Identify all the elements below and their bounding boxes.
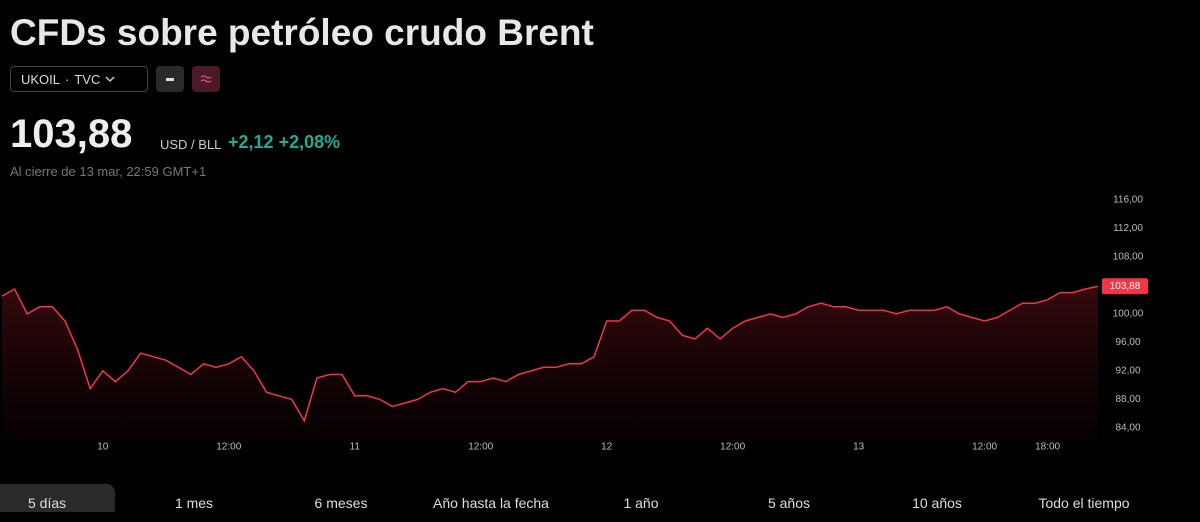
- y-tick-label: 116,00: [1113, 195, 1143, 206]
- x-tick-label: 13: [853, 442, 865, 453]
- price-line: [1, 285, 1099, 423]
- symbol: UKOIL: [21, 71, 61, 87]
- icon: [200, 75, 212, 83]
- range-tabs: 5 días 1 mes 6 meses Año hasta la fecha 1 añ…: [0, 484, 1200, 512]
- compare-button[interactable]: [156, 66, 184, 92]
- page-title: CFDs sobre petróleo crudo Brent: [10, 12, 594, 53]
- separator: ·: [65, 71, 70, 87]
- range-tab[interactable]: 1 mes: [174, 495, 214, 511]
- y-tick-label: 112,00: [1113, 223, 1143, 234]
- exchange: TVC: [74, 71, 101, 87]
- x-tick-label: 12:00: [972, 442, 997, 453]
- x-tick-label: 12: [601, 442, 613, 453]
- y-tick-label: 88,00: [1115, 394, 1140, 405]
- icon: [166, 78, 174, 81]
- range-tab[interactable]: 10 años: [912, 495, 962, 511]
- symbol-selector[interactable]: UKOIL · TVC: [10, 66, 148, 92]
- timestamp: Al cierre de 13 mar, 22:59 GMT+1: [10, 164, 207, 179]
- range-tab[interactable]: Todo el tiempo: [1038, 495, 1130, 511]
- y-tick-label: 92,00: [1115, 366, 1140, 377]
- change: +2,12 +2,08%: [228, 132, 340, 153]
- x-tick-label: 12:00: [468, 442, 493, 453]
- area: [2, 286, 1098, 440]
- last-price-label: 103,88: [1110, 281, 1141, 292]
- range-tab[interactable]: 6 meses: [314, 495, 368, 511]
- x-tick-label: 11: [350, 442, 361, 453]
- x-tick-label: 12:00: [720, 442, 745, 453]
- chart: 84,0088,0092,0096,00100,00104,00108,0011…: [1, 195, 1148, 453]
- range-tab[interactable]: 1 año: [623, 495, 659, 511]
- x-tick-label: 12:00: [216, 442, 241, 453]
- x-tick-label: 10: [97, 442, 109, 453]
- x-tick-label: 18:00: [1035, 442, 1060, 453]
- y-tick-label: 108,00: [1113, 252, 1144, 263]
- range-tab[interactable]: 5 años: [767, 495, 811, 511]
- chevron: [105, 76, 115, 83]
- change-abs: +2,12: [228, 132, 274, 152]
- range-tab[interactable]: Año hasta la fecha: [433, 495, 549, 511]
- currency: USD / BLL: [160, 137, 222, 152]
- price: 103,88: [10, 112, 133, 156]
- y-tick-label: 100,00: [1113, 309, 1144, 320]
- y-tick-label: 96,00: [1115, 337, 1140, 348]
- indicator-button[interactable]: [192, 66, 220, 92]
- last-price-box: [1102, 278, 1148, 295]
- change-pct: +2,08%: [278, 132, 341, 152]
- range-tab[interactable]: 5 días: [0, 484, 115, 512]
- y-tick-label: 84,00: [1115, 423, 1140, 434]
